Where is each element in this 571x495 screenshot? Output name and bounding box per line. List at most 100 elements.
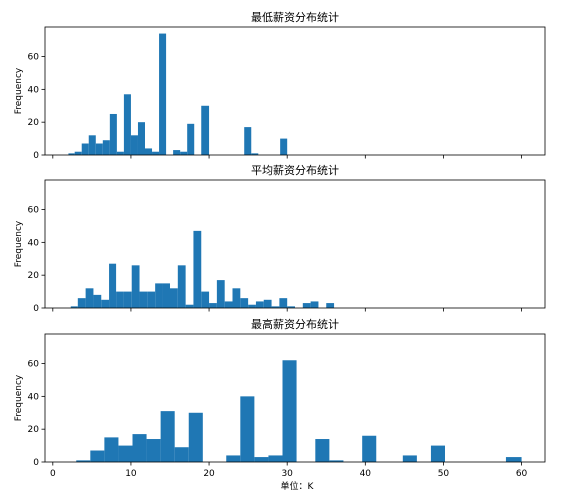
histogram-bar — [130, 135, 138, 155]
histogram-bar — [76, 460, 91, 462]
histogram-bar — [402, 455, 417, 462]
histogram-bar — [271, 306, 280, 308]
y-axis-label: Frequency — [14, 220, 24, 267]
y-tick-label: 20 — [28, 425, 40, 435]
chart-title: 最高薪资分布统计 — [251, 317, 339, 331]
histogram-bar — [177, 265, 186, 308]
histogram-bar — [240, 298, 249, 308]
histogram-bar — [85, 288, 94, 308]
histogram-bar — [70, 306, 78, 308]
histogram-bar — [251, 153, 259, 155]
histogram-bar — [216, 280, 225, 308]
histogram-bar — [180, 151, 188, 155]
histogram-bar — [187, 123, 195, 155]
histogram-bar — [160, 411, 175, 462]
y-axis-label: Frequency — [14, 67, 24, 114]
histogram-bar — [145, 148, 153, 155]
histogram-bar — [362, 435, 377, 462]
histogram-panel-1: 最低薪资分布统计 0 20 40 60 Frequency — [14, 11, 546, 161]
y-tick-label: 0 — [33, 304, 39, 314]
x-tick-label: 10 — [125, 469, 137, 479]
histogram-bar — [232, 288, 241, 308]
histogram-bar — [132, 434, 147, 462]
x-tick-label: 40 — [360, 469, 372, 479]
histogram-bar — [209, 303, 217, 308]
histogram-bar — [282, 360, 297, 462]
histogram-bar — [315, 439, 330, 462]
x-tick-label: 0 — [50, 469, 56, 479]
histogram-bar — [109, 263, 117, 308]
histogram-bar — [329, 460, 344, 462]
histogram-bar — [174, 447, 189, 462]
histogram-panel-3: 最高薪资分布统计 0 20 40 60 0 10 20 30 40 50 60 Frequency — [14, 317, 546, 479]
histogram-bar — [81, 143, 89, 155]
histogram-bar — [201, 291, 210, 308]
chart-title: 最低薪资分布统计 — [251, 11, 339, 24]
y-tick-label: 40 — [28, 392, 40, 402]
histogram-bar — [193, 230, 202, 308]
x-tick-label: 60 — [516, 469, 528, 479]
histogram-bar — [118, 445, 133, 462]
histogram-bar — [255, 301, 264, 308]
histogram-bar — [244, 127, 252, 155]
y-tick-label: 40 — [28, 85, 40, 95]
histogram-bar — [101, 299, 110, 308]
histogram-bar — [310, 301, 319, 308]
histogram-bar — [139, 291, 148, 308]
histogram-bar — [201, 105, 210, 155]
histogram-bar — [287, 306, 295, 308]
histogram-bar — [123, 291, 132, 308]
histogram-bar — [254, 457, 269, 462]
histogram-bar — [95, 143, 103, 155]
histogram-bar — [137, 122, 145, 155]
histogram-bar — [146, 439, 161, 462]
histogram-bar — [88, 135, 96, 155]
chart-title: 平均薪资分布统计 — [251, 164, 339, 177]
histogram-bar — [170, 288, 178, 308]
x-tick-label: 50 — [438, 469, 450, 479]
histogram-bar — [248, 304, 256, 308]
histogram-bar — [104, 437, 119, 462]
plot-frame — [44, 26, 546, 156]
x-tick-label: 30 — [281, 469, 293, 479]
histogram-bar — [302, 303, 311, 308]
histogram-bar — [155, 283, 163, 308]
histogram-bar — [152, 151, 160, 155]
y-tick-label: 60 — [28, 360, 40, 370]
y-tick-label: 20 — [28, 118, 40, 128]
histogram-bar — [123, 94, 131, 155]
plot-frame — [44, 333, 546, 463]
histogram-bar — [430, 445, 445, 462]
histogram-bar — [326, 303, 335, 308]
histogram-bar — [240, 396, 255, 462]
histogram-bar — [280, 138, 288, 155]
y-tick-label: 60 — [28, 206, 40, 216]
histogram-bar — [116, 151, 124, 155]
histogram-bar — [224, 301, 233, 308]
histogram-bar — [268, 455, 283, 462]
histogram-bar — [505, 457, 522, 462]
histogram-bar — [147, 291, 156, 308]
y-tick-label: 40 — [28, 238, 40, 248]
y-axis-label: Frequency — [14, 374, 24, 421]
plot-frame — [44, 179, 546, 309]
histogram-bar — [131, 265, 140, 308]
histogram-panel-2: 平均薪资分布统计 0 20 40 60 Frequency — [14, 164, 546, 314]
histogram-bar — [188, 412, 203, 462]
histogram-bar — [93, 294, 102, 308]
histogram-bar — [77, 298, 86, 308]
histogram-bar — [116, 291, 124, 308]
histogram-bar — [162, 283, 170, 308]
y-tick-label: 60 — [28, 53, 40, 63]
histogram-bar — [173, 150, 181, 155]
histogram-bar — [90, 450, 105, 462]
histogram-bar — [185, 304, 194, 308]
y-tick-label: 0 — [33, 151, 39, 161]
histogram-bar — [226, 455, 241, 462]
histogram-bar — [263, 299, 272, 308]
histogram-bar — [68, 153, 75, 155]
histogram-bar — [102, 140, 110, 155]
histogram-bar — [279, 298, 288, 308]
x-tick-label: 20 — [203, 469, 215, 479]
